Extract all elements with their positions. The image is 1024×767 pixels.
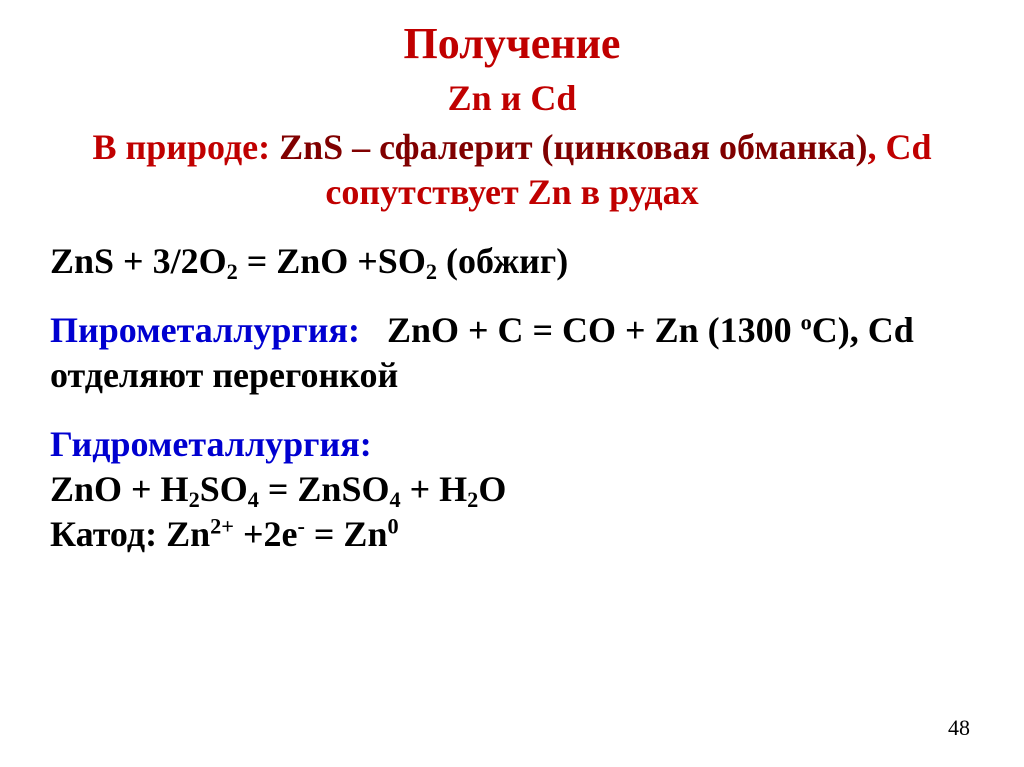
nature-line: В природе: ZnS – сфалерит (цинковая обма…	[50, 125, 974, 215]
nature-highlight: ZnS – сфалерит (цинковая обманка)	[279, 127, 867, 167]
pyro-formula: ZnO + C = CO + Zn (1300 oC)	[387, 310, 850, 350]
slide-subtitle: Zn и Cd	[50, 77, 974, 119]
pyro-label: Пирометаллургия:	[50, 310, 360, 350]
pyro-line: Пирометаллургия: ZnO + C = CO + Zn (1300…	[50, 308, 974, 398]
hydro-line2: Катод: Zn2+ +2e- = Zn0	[50, 512, 974, 557]
nature-prefix: В природе:	[92, 127, 279, 167]
roast-paren: (обжиг)	[446, 241, 568, 281]
page-number: 48	[948, 715, 970, 741]
slide-title: Получение	[50, 18, 974, 69]
hydro-block: Гидрометаллургия: ZnO + H2SO4 = ZnSO4 + …	[50, 422, 974, 557]
roast-line: ZnS + 3/2O2 = ZnO +SO2 (обжиг)	[50, 239, 974, 284]
hydro-line1: ZnO + H2SO4 = ZnSO4 + H2O	[50, 467, 974, 512]
roast-formula: ZnS + 3/2O2 = ZnO +SO2	[50, 241, 446, 281]
hydro-label: Гидрометаллургия:	[50, 422, 974, 467]
